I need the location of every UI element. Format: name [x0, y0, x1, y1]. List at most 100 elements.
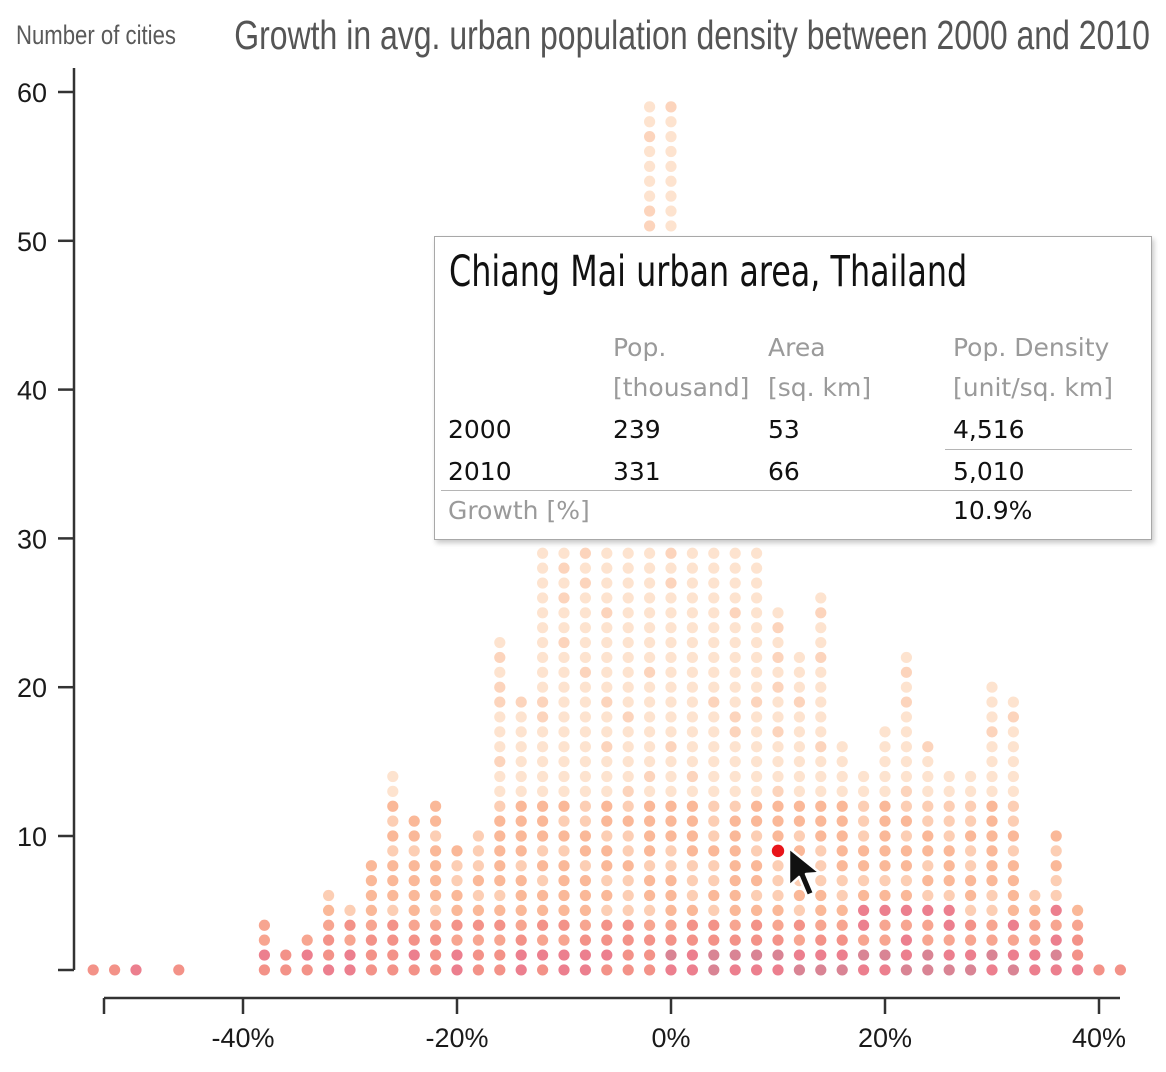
city-dot[interactable]	[601, 875, 613, 887]
city-dot[interactable]	[943, 904, 955, 917]
city-dot[interactable]	[879, 800, 891, 812]
city-dot[interactable]	[772, 666, 784, 678]
city-dot[interactable]	[515, 756, 527, 768]
city-dot[interactable]	[686, 756, 699, 768]
city-dot[interactable]	[772, 919, 784, 931]
city-dot[interactable]	[387, 949, 399, 961]
city-dot[interactable]	[365, 919, 377, 931]
city-dot[interactable]	[644, 949, 656, 961]
city-dot[interactable]	[986, 949, 998, 961]
city-dot[interactable]	[729, 592, 741, 604]
city-dot[interactable]	[644, 220, 656, 232]
city-dot[interactable]	[1007, 711, 1020, 723]
city-dot[interactable]	[1029, 904, 1041, 917]
city-dot[interactable]	[515, 875, 527, 887]
city-dot[interactable]	[665, 889, 677, 902]
city-dot[interactable]	[815, 815, 827, 827]
city-dot[interactable]	[751, 622, 763, 634]
city-dot[interactable]	[708, 860, 720, 872]
city-dot[interactable]	[836, 964, 848, 976]
city-dot[interactable]	[986, 830, 998, 842]
city-dot[interactable]	[558, 830, 570, 842]
city-dot[interactable]	[772, 904, 784, 917]
city-dot[interactable]	[793, 681, 806, 693]
city-dot[interactable]	[579, 726, 592, 738]
city-dot[interactable]	[365, 889, 377, 902]
city-dot[interactable]	[665, 741, 677, 753]
city-dot[interactable]	[665, 145, 677, 158]
city-dot[interactable]	[601, 622, 613, 634]
city-dot[interactable]	[686, 830, 699, 842]
city-dot[interactable]	[537, 681, 549, 693]
city-dot[interactable]	[986, 845, 998, 857]
city-dot[interactable]	[537, 785, 549, 797]
city-dot[interactable]	[622, 889, 634, 902]
city-dot[interactable]	[644, 622, 656, 634]
city-dot[interactable]	[644, 696, 656, 708]
city-dot[interactable]	[815, 636, 827, 649]
city-dot[interactable]	[729, 756, 741, 768]
city-dot[interactable]	[943, 949, 955, 961]
city-dot[interactable]	[965, 949, 977, 961]
city-dot[interactable]	[900, 964, 913, 976]
city-dot[interactable]	[900, 711, 913, 723]
city-dot[interactable]	[301, 949, 313, 961]
city-dot[interactable]	[537, 562, 549, 574]
city-dot[interactable]	[622, 934, 634, 946]
city-dot[interactable]	[900, 830, 913, 842]
city-dot[interactable]	[323, 904, 335, 917]
city-dot[interactable]	[622, 726, 634, 738]
city-dot[interactable]	[708, 636, 720, 649]
city-dot[interactable]	[751, 875, 763, 887]
city-dot[interactable]	[1050, 860, 1062, 872]
city-dot[interactable]	[579, 845, 592, 857]
city-dot[interactable]	[515, 741, 527, 753]
city-dot[interactable]	[665, 904, 677, 917]
city-dot[interactable]	[537, 934, 549, 946]
city-dot[interactable]	[686, 904, 699, 917]
city-dot[interactable]	[836, 830, 848, 842]
city-dot[interactable]	[1007, 860, 1020, 872]
city-dot[interactable]	[986, 919, 998, 931]
city-dot[interactable]	[472, 889, 484, 902]
city-dot[interactable]	[644, 547, 656, 559]
city-dot[interactable]	[708, 830, 720, 842]
city-dot[interactable]	[772, 622, 784, 634]
city-dot[interactable]	[815, 726, 827, 738]
city-dot[interactable]	[1029, 889, 1041, 902]
city-dot[interactable]	[494, 860, 506, 872]
city-dot[interactable]	[87, 964, 99, 976]
city-dot[interactable]	[815, 622, 827, 634]
city-dot[interactable]	[772, 949, 784, 961]
city-dot[interactable]	[408, 934, 420, 946]
city-dot[interactable]	[579, 949, 592, 961]
city-dot[interactable]	[173, 964, 185, 976]
city-dot[interactable]	[537, 696, 549, 708]
city-dot[interactable]	[772, 636, 784, 649]
city-dot[interactable]	[408, 815, 420, 827]
city-dot[interactable]	[558, 592, 570, 604]
city-dot[interactable]	[879, 889, 891, 902]
city-dot[interactable]	[815, 830, 827, 842]
city-dot[interactable]	[601, 562, 613, 574]
city-dot[interactable]	[751, 830, 763, 842]
city-dot[interactable]	[879, 726, 891, 738]
city-dot[interactable]	[1050, 964, 1062, 976]
city-dot[interactable]	[751, 770, 763, 783]
city-dot[interactable]	[258, 964, 270, 976]
city-dot[interactable]	[1007, 845, 1020, 857]
city-dot[interactable]	[729, 726, 741, 738]
city-dot[interactable]	[815, 741, 827, 753]
city-dot[interactable]	[686, 800, 699, 812]
city-dot[interactable]	[815, 770, 827, 783]
city-dot[interactable]	[601, 741, 613, 753]
city-dot[interactable]	[558, 904, 570, 917]
city-dot[interactable]	[858, 860, 870, 872]
city-dot[interactable]	[729, 949, 741, 961]
city-dot[interactable]	[494, 949, 506, 961]
city-dot[interactable]	[1007, 741, 1020, 753]
city-dot[interactable]	[1029, 934, 1041, 946]
city-dot[interactable]	[708, 756, 720, 768]
city-dot[interactable]	[965, 875, 977, 887]
city-dot[interactable]	[772, 711, 784, 723]
